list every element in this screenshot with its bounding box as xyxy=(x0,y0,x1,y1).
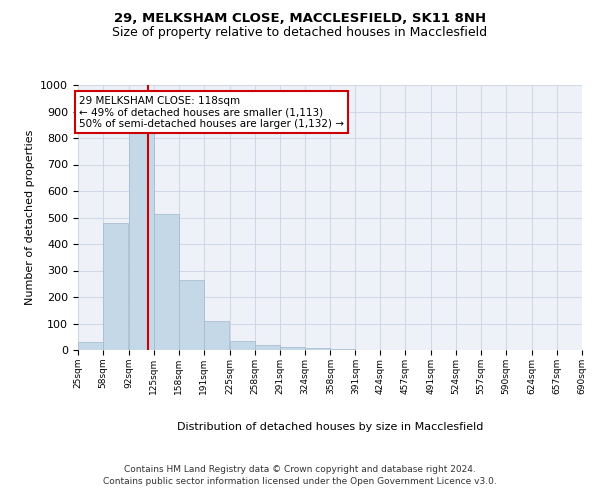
Text: Contains public sector information licensed under the Open Government Licence v3: Contains public sector information licen… xyxy=(103,478,497,486)
Bar xyxy=(129,132,154,350)
Text: Size of property relative to detached houses in Macclesfield: Size of property relative to detached ho… xyxy=(112,26,488,39)
Bar xyxy=(280,348,305,350)
Y-axis label: Number of detached properties: Number of detached properties xyxy=(25,130,35,305)
Bar xyxy=(154,214,179,350)
Bar xyxy=(204,321,229,350)
Text: 29, MELKSHAM CLOSE, MACCLESFIELD, SK11 8NH: 29, MELKSHAM CLOSE, MACCLESFIELD, SK11 8… xyxy=(114,12,486,26)
Bar xyxy=(305,348,329,350)
Bar xyxy=(179,280,204,350)
Text: Contains HM Land Registry data © Crown copyright and database right 2024.: Contains HM Land Registry data © Crown c… xyxy=(124,465,476,474)
Bar xyxy=(103,223,128,350)
Bar xyxy=(254,345,280,350)
Text: Distribution of detached houses by size in Macclesfield: Distribution of detached houses by size … xyxy=(177,422,483,432)
Text: 29 MELKSHAM CLOSE: 118sqm
← 49% of detached houses are smaller (1,113)
50% of se: 29 MELKSHAM CLOSE: 118sqm ← 49% of detac… xyxy=(79,96,344,129)
Bar xyxy=(331,348,355,350)
Bar xyxy=(230,340,254,350)
Bar xyxy=(78,342,103,350)
